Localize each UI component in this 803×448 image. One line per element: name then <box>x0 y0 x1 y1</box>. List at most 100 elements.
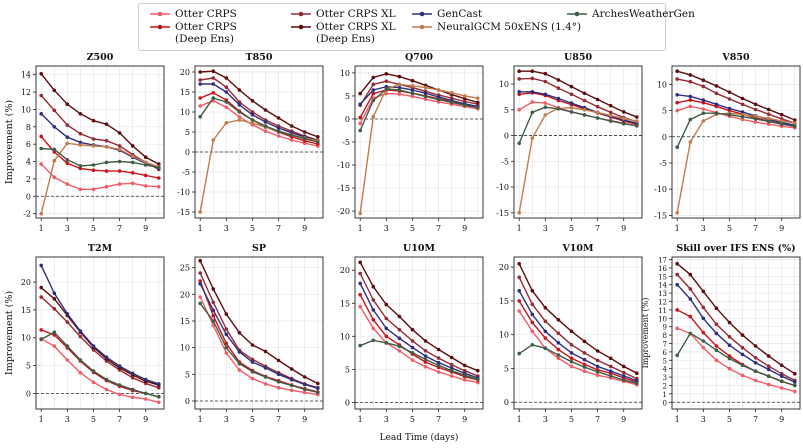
data-point <box>766 354 771 358</box>
data-point <box>289 367 294 371</box>
data-point <box>250 369 255 374</box>
data-point <box>517 275 521 280</box>
data-point <box>371 75 376 80</box>
data-point <box>91 144 96 148</box>
data-point <box>211 91 216 95</box>
data-point <box>65 141 70 146</box>
data-point <box>211 69 216 73</box>
data-point <box>397 88 402 92</box>
data-point <box>688 79 693 84</box>
data-point <box>371 318 376 322</box>
data-point <box>701 111 706 115</box>
data-point <box>39 285 43 290</box>
data-point <box>263 375 268 379</box>
data-point <box>39 146 43 151</box>
data-point <box>701 305 706 310</box>
data-point <box>224 312 229 316</box>
data-point <box>556 331 561 336</box>
data-point <box>316 381 320 386</box>
series-line <box>519 92 637 125</box>
x-tick-label: 3 <box>543 224 548 233</box>
data-point <box>543 329 548 334</box>
y-tick-label: 16 <box>658 265 667 273</box>
data-point <box>211 138 216 142</box>
data-point <box>91 380 96 385</box>
data-point <box>224 345 229 350</box>
data-point <box>556 78 561 82</box>
y-tick-label: 15 <box>499 297 509 306</box>
x-tick-label: 3 <box>384 415 389 424</box>
data-point <box>65 158 70 162</box>
data-point <box>52 330 57 335</box>
data-point <box>65 182 70 186</box>
data-point <box>224 332 229 337</box>
data-point <box>779 119 784 123</box>
data-point <box>766 119 771 124</box>
data-point <box>410 94 415 99</box>
data-point <box>78 143 83 147</box>
data-point <box>78 140 83 145</box>
data-point <box>793 124 797 129</box>
data-point <box>384 326 389 331</box>
y-tick-label: -5 <box>501 157 509 166</box>
y-tick-label: -15 <box>177 208 190 217</box>
series-line <box>199 296 318 396</box>
data-point <box>410 358 415 362</box>
data-point <box>423 357 428 362</box>
data-point <box>65 123 70 127</box>
data-point <box>143 184 148 188</box>
x-tick-label: 1 <box>675 415 680 424</box>
data-point <box>78 334 83 339</box>
subplot-title: Z500 <box>87 52 114 63</box>
data-point <box>237 103 242 107</box>
data-point <box>582 357 587 362</box>
data-point <box>556 86 561 90</box>
x-tick-label: 7 <box>595 224 600 233</box>
data-point <box>476 105 480 110</box>
legend-label: GenCast <box>437 8 483 20</box>
series-line <box>40 95 160 171</box>
data-point <box>793 389 797 394</box>
y-tick-label: 0 <box>662 133 667 142</box>
data-point <box>384 341 389 345</box>
data-point <box>157 395 161 399</box>
data-point <box>358 281 363 286</box>
x-tick-label: 7 <box>436 224 441 233</box>
y-tick-label: 3 <box>663 374 667 382</box>
y-tick-label: 0 <box>504 398 509 407</box>
y-tick-label: 15 <box>21 306 31 315</box>
y-tick-label: -10 <box>496 183 509 192</box>
data-point <box>793 380 797 384</box>
x-tick-label: 5 <box>727 224 732 233</box>
data-point <box>582 365 587 369</box>
data-point <box>39 295 43 299</box>
data-point <box>78 112 83 116</box>
data-point <box>78 187 83 192</box>
data-point <box>117 182 122 186</box>
series-line <box>518 263 638 374</box>
subplot-title: SP <box>252 243 266 254</box>
data-point <box>78 329 83 333</box>
data-point <box>727 335 732 339</box>
data-point <box>198 96 202 100</box>
data-point <box>289 124 294 128</box>
y-tick-label: 0 <box>345 115 350 124</box>
data-point <box>449 374 454 378</box>
y-tick-label: 10 <box>499 80 509 89</box>
subplot-u850: -15 -10 -5 0 5 10 1 3 5 7 9 U850 <box>496 52 643 233</box>
data-point <box>384 72 389 76</box>
data-point <box>198 271 202 275</box>
x-tick-label: 9 <box>621 224 626 233</box>
data-point <box>91 369 96 373</box>
series-line <box>676 274 796 382</box>
data-point <box>701 119 706 123</box>
subplot-sp: 0 5 10 15 20 25 1 3 5 7 9 SP <box>180 243 324 424</box>
data-point <box>117 144 122 148</box>
legend-swatch <box>412 24 432 30</box>
data-point <box>727 106 732 111</box>
x-tick-label: 3 <box>543 415 548 424</box>
y-tick-label: 10 <box>180 108 190 117</box>
data-point <box>517 289 521 293</box>
